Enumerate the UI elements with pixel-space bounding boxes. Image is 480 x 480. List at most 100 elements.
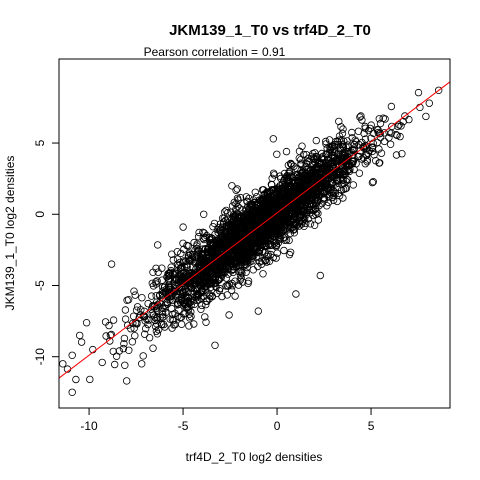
data-point [259,204,268,213]
data-point [314,162,322,171]
data-point [161,304,169,312]
data-point [277,185,285,194]
data-point [216,253,224,262]
data-point [248,247,257,255]
data-point [278,190,287,198]
data-point [263,190,272,199]
data-point [161,283,169,291]
data-point [322,137,330,146]
data-point [260,237,269,246]
data-point [244,279,252,288]
data-point [236,247,245,256]
data-point [174,278,182,287]
data-point [312,180,320,189]
data-point [398,149,406,158]
data-point [68,388,76,396]
data-point [191,285,199,293]
y-tick-label: -5 [33,280,47,291]
data-point [343,160,351,169]
data-point [349,157,357,165]
data-point [283,206,291,215]
data-point [343,155,352,164]
data-point [254,208,262,216]
data-point [254,262,262,271]
data-point [289,203,297,211]
data-point [267,180,276,189]
data-point [129,319,137,327]
data-point [297,159,305,167]
data-point [177,296,186,305]
data-point [325,136,334,144]
data-point [206,292,214,300]
data-point [295,147,304,155]
data-point [261,256,269,264]
data-point [275,188,283,196]
data-point [190,238,198,247]
data-point [285,178,293,186]
data-point [335,169,344,177]
data-point [132,306,141,314]
data-point [314,196,323,205]
data-point [310,221,319,229]
data-point [238,269,246,277]
data-point [141,317,149,325]
data-point [129,312,138,320]
data-point [228,282,236,290]
data-point [140,330,149,338]
data-point [131,332,139,340]
data-point [327,166,336,175]
data-point [217,238,226,246]
data-point [324,185,333,193]
data-point [277,228,285,236]
data-point [170,270,179,279]
data-point [167,304,176,313]
data-point [242,261,250,269]
data-point [261,257,270,265]
data-point [206,240,215,249]
data-point [258,221,267,230]
y-tick-label: -10 [33,348,47,366]
data-point [138,294,146,302]
data-point [119,344,128,353]
data-point [273,150,281,158]
data-point [228,228,237,237]
data-point [235,251,244,259]
data-point [292,290,300,298]
data-point [362,142,371,150]
data-point [75,331,84,340]
data-point [361,135,370,143]
data-point [194,260,203,269]
data-point [273,249,281,257]
data-point [296,205,305,213]
data-point [303,179,311,188]
data-points [59,86,443,396]
data-point [209,222,217,231]
data-point [177,313,186,321]
data-point [240,212,248,221]
data-point [344,176,352,184]
data-point [218,223,226,231]
data-point [191,271,199,280]
data-point [327,151,336,159]
data-point [221,264,229,273]
data-point [202,286,210,294]
data-point [165,285,173,293]
data-point [86,375,94,384]
data-point [236,193,245,202]
data-point [264,250,272,258]
data-point [220,208,229,216]
data-point [211,274,219,282]
data-point [202,263,211,271]
data-point [131,291,139,299]
data-point [274,217,283,225]
data-point [254,307,262,315]
data-point [335,117,343,126]
data-point [267,231,276,240]
data-point [392,130,400,139]
data-point [228,215,236,223]
data-point [255,216,264,224]
data-point [320,155,328,163]
data-point [153,277,161,285]
data-point [306,208,314,217]
data-point [181,303,189,311]
